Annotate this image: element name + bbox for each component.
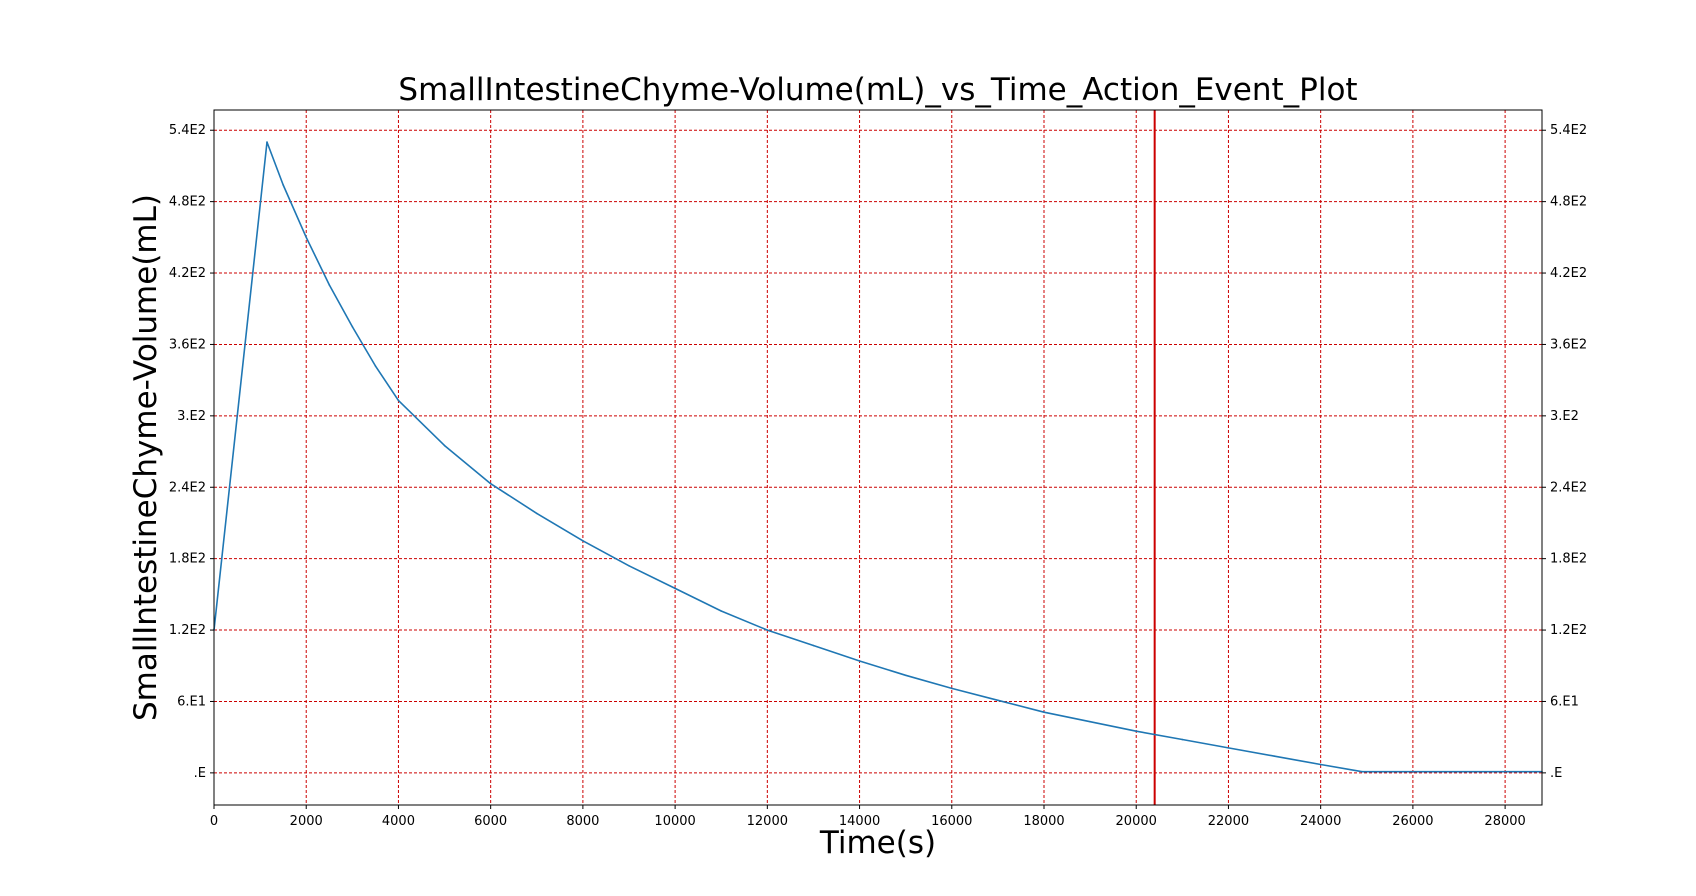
ticks: 0 2000 4000 6000 8000 10000 12000 14000 16000 180… [169,123,1587,829]
data-point [351,325,354,328]
x-tick-label: 24000 [1300,814,1341,829]
data-point [1361,770,1363,773]
series [213,141,1543,773]
right-y-tick-label: 2.4E2 [1550,480,1587,495]
y-tick-label: 5.4E2 [169,123,206,138]
y-tick-label: 1.8E2 [169,552,206,567]
right-y-tick-label: 6.E1 [1550,694,1579,709]
grid [214,110,1542,805]
x-tick-label: 20000 [1116,814,1157,829]
x-tick-label: 18000 [1023,814,1064,829]
data-point [1319,763,1322,766]
data-point [766,629,769,631]
x-tick-label: 4000 [382,814,415,829]
data-point [1181,738,1184,741]
data-point [628,564,630,567]
data-point [535,512,538,515]
data-point [489,482,492,485]
data-point [1227,747,1230,749]
data-point [328,284,331,286]
right-y-tick-label: 3.E2 [1550,409,1579,424]
y-tick-label: 4.8E2 [169,195,206,210]
data-point [305,236,308,239]
x-tick-label: 0 [210,814,218,829]
y-tick-label: 3.6E2 [169,337,206,352]
data-point [720,610,723,612]
x-tick-label: 28000 [1484,814,1525,829]
data-point [1412,770,1414,773]
y-tick-label: 6.E1 [177,694,206,709]
y-axis-title: SmallIntestineChyme-Volume(mL) [128,194,164,721]
x-axis-title: Time(s) [819,825,936,861]
x-tick-label: 8000 [566,814,599,829]
data-point [374,365,377,367]
data-point [1089,720,1091,723]
data-point [266,141,268,143]
data-point [282,184,284,186]
data-point [997,699,999,702]
x-tick-label: 10000 [654,814,695,829]
x-tick-label: 22000 [1208,814,1249,829]
data-point [397,399,400,402]
right-y-tick-label: 4.2E2 [1550,266,1587,281]
right-y-tick-label: 4.8E2 [1550,195,1587,210]
right-y-tick-label: 3.6E2 [1550,337,1587,352]
x-tick-label: 12000 [747,814,788,829]
data-point [950,687,953,690]
chart-title: SmallIntestineChyme-Volume(mL)_vs_Time_A… [398,72,1357,108]
data-point [812,644,815,647]
x-tick-label: 26000 [1392,814,1433,829]
data-point [1135,730,1138,733]
data-point [582,540,584,542]
x-tick-label: 16000 [931,814,972,829]
y-tick-label: 3.E2 [177,409,206,424]
data-point [858,660,861,662]
data-point [443,444,446,447]
right-y-tick-label: 1.8E2 [1550,552,1587,567]
y-tick-label: 2.4E2 [169,480,206,495]
x-tick-label: 14000 [839,814,880,829]
x-tick-label: 2000 [290,814,323,829]
data-point [1273,755,1276,758]
right-y-tick-label: 5.4E2 [1550,123,1587,138]
right-y-tick-label: 1.2E2 [1550,623,1587,638]
series-line [213,141,1542,773]
right-y-tick-label: .E [1550,766,1562,781]
x-tick-label: 6000 [474,814,507,829]
plot-frame [213,109,1543,806]
y-tick-label: .E [194,766,206,781]
data-point [674,587,676,590]
data-point [1043,711,1045,713]
y-tick-label: 1.2E2 [169,623,206,638]
data-point [904,674,907,677]
y-tick-label: 4.2E2 [169,266,206,281]
